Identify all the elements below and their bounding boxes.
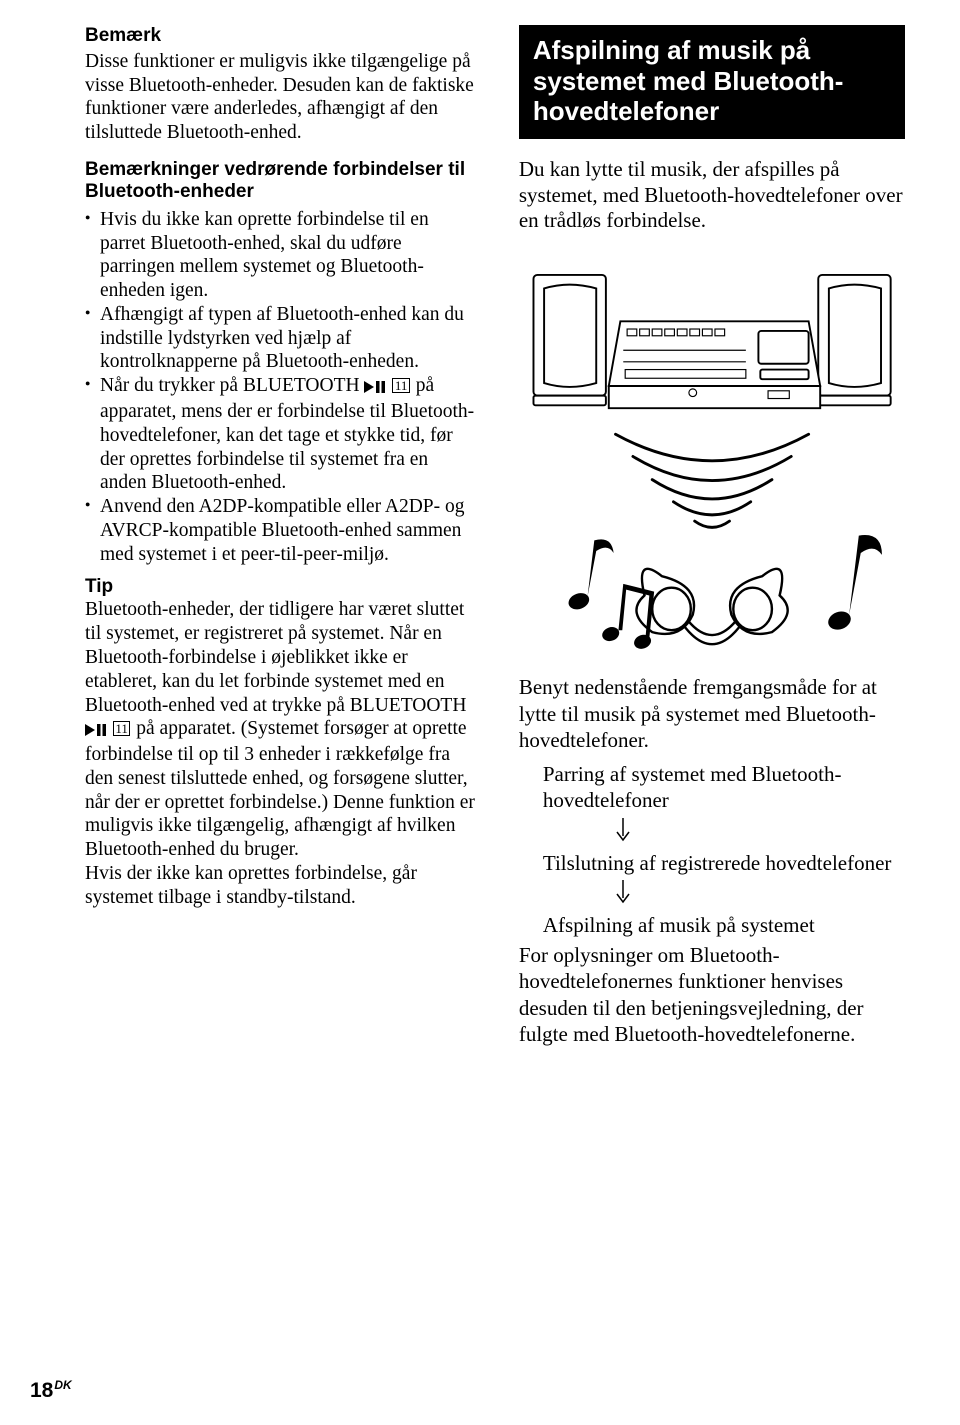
feature-heading: Afspilning af musik på systemet med Blue…	[519, 25, 905, 139]
bluetooth-headphones-illustration	[519, 246, 905, 651]
note-body: Disse funktioner er muligvis ikke tilgæn…	[85, 50, 479, 145]
tip-body: Bluetooth-enheder, der tidligere har vær…	[85, 598, 479, 909]
step: Tilslutning af registrerede hovedtelefon…	[543, 850, 905, 876]
tip-text: Bluetooth-enheder, der tidligere har vær…	[85, 599, 466, 715]
down-arrow-icon	[613, 880, 633, 908]
page: Bemærk Disse funktioner er muligvis ikke…	[0, 0, 960, 1425]
sub-heading: Bemærkninger vedrørende forbindelser til…	[85, 159, 479, 204]
tip-text: på apparatet. (Systemet forsøger at opre…	[85, 718, 475, 907]
procedure-steps: Parring af systemet med Bluetooth-hovedt…	[543, 761, 905, 938]
bullet-item: Når du trykker på BLUETOOTH 11 på appara…	[85, 374, 479, 495]
page-lang: DK	[54, 1378, 71, 1392]
play-pause-icon	[364, 376, 386, 400]
two-column-layout: Bemærk Disse funktioner er muligvis ikke…	[85, 25, 905, 1047]
page-number: 18DK	[30, 1378, 72, 1403]
bullet-list: Hvis du ikke kan oprette forbindelse til…	[85, 208, 479, 567]
ref-box-icon: 11	[392, 378, 410, 393]
tip-heading: Tip	[85, 576, 479, 598]
step: Afspilning af musik på systemet	[543, 912, 905, 938]
note-heading: Bemærk	[85, 25, 479, 48]
closing-text: For oplysninger om Bluetooth-hovedtelefo…	[519, 942, 905, 1047]
play-pause-icon	[85, 719, 107, 743]
bullet-item: Anvend den A2DP-kompatible eller A2DP- o…	[85, 495, 479, 566]
illustration	[519, 246, 905, 656]
procedure-intro: Benyt nedenstående fremgangsmåde for at …	[519, 674, 905, 753]
intro-text: Du kan lytte til musik, der afspilles på…	[519, 157, 905, 234]
ref-box-icon: 11	[113, 721, 131, 736]
bullet-text: Når du trykker på BLUETOOTH	[100, 375, 364, 396]
down-arrow-icon	[613, 818, 633, 846]
right-column: Afspilning af musik på systemet med Blue…	[519, 25, 905, 1047]
step: Parring af systemet med Bluetooth-hovedt…	[543, 761, 905, 814]
bullet-item: Hvis du ikke kan oprette forbindelse til…	[85, 208, 479, 303]
bullet-item: Afhængigt af typen af Bluetooth-enhed ka…	[85, 303, 479, 374]
page-number-value: 18	[30, 1379, 53, 1402]
left-column: Bemærk Disse funktioner er muligvis ikke…	[85, 25, 479, 1047]
